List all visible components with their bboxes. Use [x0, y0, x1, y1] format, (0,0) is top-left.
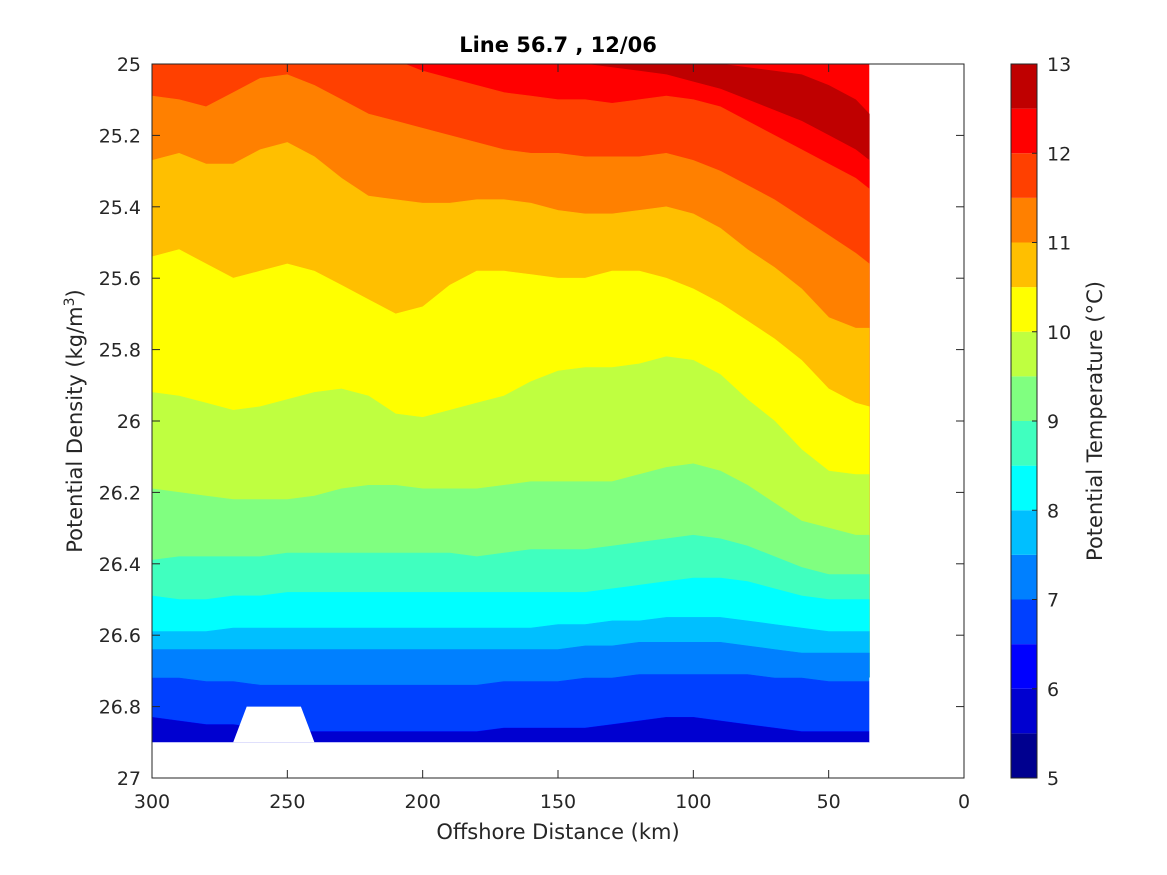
x-tick-label: 50: [817, 791, 841, 813]
colorbar-band-6: [1011, 644, 1037, 689]
contour-band-bottom: [152, 717, 870, 743]
y-tick-label: 25: [117, 54, 141, 76]
colorbar-tick-label: 13: [1047, 54, 1071, 76]
colorbar-tick-label: 5: [1047, 768, 1059, 790]
y-tick-label: 26.4: [99, 554, 141, 576]
colorbar-band-10-5: [1011, 242, 1037, 288]
x-tick-label: 150: [540, 791, 576, 813]
y-axis-label-superscript: 3: [62, 297, 78, 306]
y-axis-label: Potential Density (kg/m3): [62, 289, 87, 553]
blank-regions: [152, 64, 964, 778]
y-tick-label: 25.8: [99, 340, 141, 362]
y-axis: 25 25.2 25.4 25.6 25.8 26 26.2 26.4 26.6 26.8 27: [99, 54, 964, 790]
colorbar-band-7-5: [1011, 510, 1037, 555]
colorbar-tick-label: 7: [1047, 590, 1059, 612]
y-axis-label-close: ): [63, 289, 87, 297]
colorbar-ticks: 5 6 7 8 9 10 11 12 13: [1032, 54, 1071, 790]
x-tick-label: 300: [134, 791, 170, 813]
x-tick-label: 100: [675, 791, 711, 813]
right-edge-blank: [869, 206, 964, 778]
y-tick-label: 25.6: [99, 268, 141, 290]
colorbar-tick-label: 9: [1047, 411, 1059, 433]
y-tick-label: 26.8: [99, 697, 141, 719]
y-tick-label: 26.2: [99, 482, 141, 504]
x-tick-label: 0: [958, 791, 970, 813]
bottom-notch-blank: [233, 706, 315, 743]
colorbar-band-10: [1011, 287, 1037, 332]
colorbar-band-9-5: [1011, 331, 1037, 377]
y-tick-label: 26: [117, 411, 141, 433]
colorbar-band-11-5: [1011, 153, 1037, 198]
colorbar-bands: [1011, 64, 1037, 778]
colorbar-label: Potential Temperature (°C): [1083, 281, 1107, 561]
plot-area: [151, 63, 965, 779]
y-tick-label: 25.4: [99, 197, 141, 219]
colorbar-tick-label: 10: [1047, 322, 1071, 344]
upper-right-blank: [882, 64, 964, 136]
y-tick-label: 25.2: [99, 125, 141, 147]
colorbar: 5 6 7 8 9 10 11 12 13 Potential Temperature (°C): [1010, 54, 1107, 790]
colorbar-band-5: [1011, 733, 1037, 778]
y-tick-label: 26.6: [99, 625, 141, 647]
chart-title: Line 56.7 , 12/06: [459, 33, 657, 57]
x-axis-label: Offshore Distance (km): [436, 820, 679, 844]
colorbar-band-9: [1011, 376, 1037, 421]
y-tick-label: 27: [117, 768, 141, 790]
colorbar-band-8: [1011, 465, 1037, 511]
x-tick-label: 200: [405, 791, 441, 813]
colorbar-tick-label: 12: [1047, 143, 1071, 165]
contour-layers: [152, 64, 870, 743]
colorbar-band-12: [1011, 108, 1037, 154]
colorbar-tick-label: 8: [1047, 500, 1059, 522]
x-axis: 300 250 200 150 100 50 0: [134, 64, 970, 813]
colorbar-tick-label: 6: [1047, 679, 1059, 701]
y-axis-label-main: Potential Density (kg/m: [63, 306, 87, 552]
colorbar-band-7: [1011, 554, 1037, 600]
below-data-blank: [152, 742, 870, 778]
colorbar-tick-label: 11: [1047, 233, 1071, 255]
colorbar-band-11: [1011, 197, 1037, 243]
colorbar-band-5-5: [1011, 688, 1037, 734]
colorbar-band-12-5: [1011, 64, 1037, 109]
colorbar-band-6-5: [1011, 599, 1037, 645]
x-tick-label: 250: [269, 791, 305, 813]
colorbar-band-8-5: [1011, 421, 1037, 466]
